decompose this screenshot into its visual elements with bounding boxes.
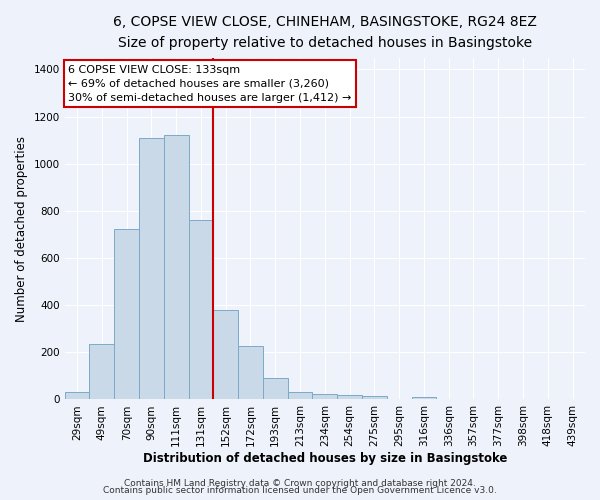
Bar: [287, 392, 313, 400]
Bar: [65, 392, 89, 400]
Bar: [214, 310, 238, 400]
Bar: [313, 394, 337, 400]
Y-axis label: Number of detached properties: Number of detached properties: [15, 136, 28, 322]
Bar: [188, 220, 214, 400]
Title: 6, COPSE VIEW CLOSE, CHINEHAM, BASINGSTOKE, RG24 8EZ
Size of property relative t: 6, COPSE VIEW CLOSE, CHINEHAM, BASINGSTO…: [113, 15, 537, 50]
Bar: [362, 396, 387, 400]
Text: 6 COPSE VIEW CLOSE: 133sqm
← 69% of detached houses are smaller (3,260)
30% of s: 6 COPSE VIEW CLOSE: 133sqm ← 69% of deta…: [68, 65, 352, 103]
Bar: [89, 344, 114, 400]
Bar: [164, 136, 188, 400]
Text: Contains HM Land Registry data © Crown copyright and database right 2024.: Contains HM Land Registry data © Crown c…: [124, 478, 476, 488]
Bar: [139, 138, 164, 400]
X-axis label: Distribution of detached houses by size in Basingstoke: Distribution of detached houses by size …: [143, 452, 507, 465]
Text: Contains public sector information licensed under the Open Government Licence v3: Contains public sector information licen…: [103, 486, 497, 495]
Bar: [412, 397, 436, 400]
Bar: [114, 228, 139, 400]
Bar: [263, 378, 287, 400]
Bar: [238, 346, 263, 400]
Bar: [337, 394, 362, 400]
